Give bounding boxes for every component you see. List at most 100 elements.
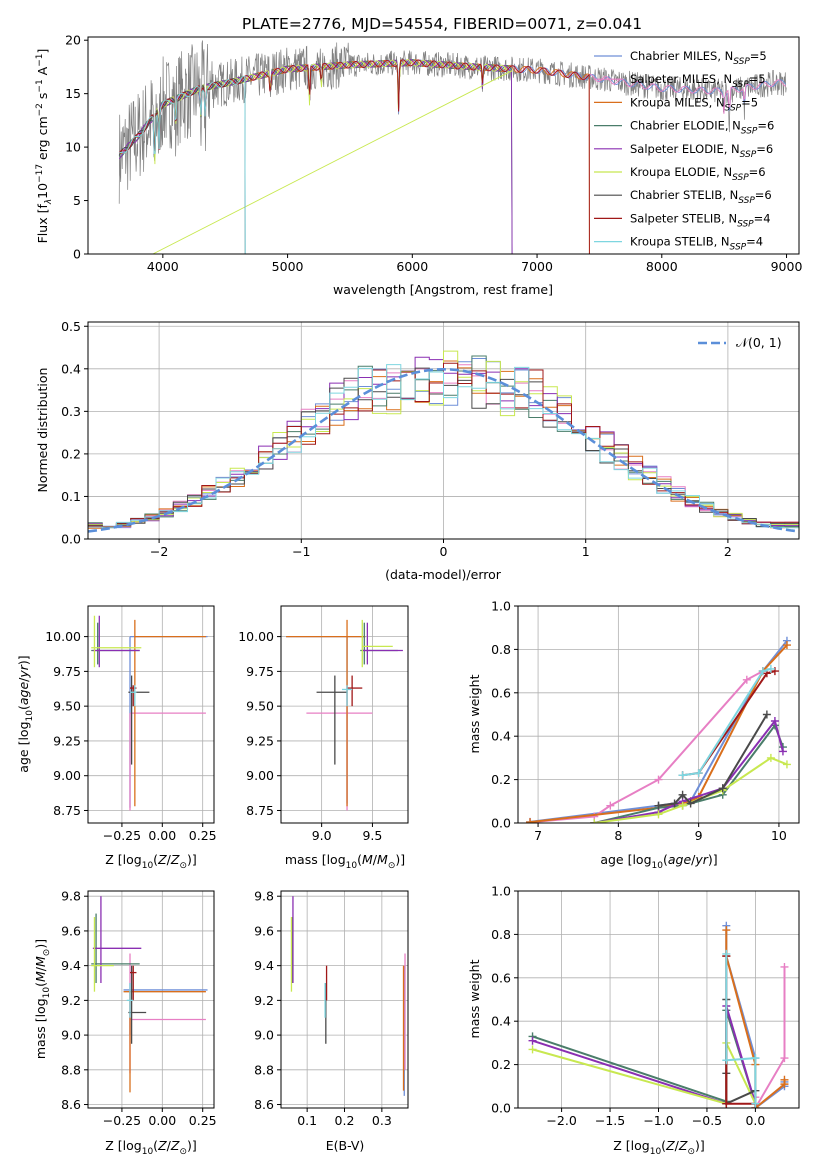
label-part: =4 xyxy=(746,235,763,249)
label-part: Salpeter ELODIE, N xyxy=(630,142,740,156)
label-part: ⊙ xyxy=(179,861,187,871)
series-marker xyxy=(742,675,751,684)
series-marker xyxy=(758,667,767,676)
label-part: A xyxy=(35,66,50,79)
legend-label: Chabrier ELODIE, NSSP=6 xyxy=(630,119,774,137)
model-spectrum-kroupa_stelib xyxy=(119,75,246,254)
y-tick-label: 10.00 xyxy=(238,629,274,644)
label-part: SSP xyxy=(732,80,749,90)
label-part: SSP xyxy=(741,127,758,137)
x-tick-label: 7 xyxy=(534,828,542,843)
series-marker xyxy=(686,799,695,808)
label-part: / xyxy=(675,1138,680,1153)
label-part: SSP xyxy=(725,103,742,113)
label-part: SSP xyxy=(738,196,755,206)
x-tick-label: 0.3 xyxy=(372,1113,392,1128)
label-part: age [log xyxy=(16,721,31,772)
x-tick-label: −0.5 xyxy=(692,1113,722,1128)
y-axis-label: mass weight xyxy=(467,674,482,753)
x-tick-label: 0.00 xyxy=(148,828,176,843)
y-axis-label: age [log10(age/yr)] xyxy=(16,655,35,772)
axes-frame xyxy=(87,36,800,255)
label-part: Z [log xyxy=(105,852,141,867)
label-part: −1 xyxy=(35,54,45,67)
plot-area xyxy=(518,891,799,1108)
normal-curve xyxy=(88,367,799,533)
label-part: =5 xyxy=(741,95,758,109)
panels: 4000 5000 6000 7000 8000 900005101520Chabrier… xyxy=(16,33,802,1157)
x-tick-label: 0.0 xyxy=(745,1113,765,1128)
y-tick-label: 0.2 xyxy=(491,772,511,787)
label-part: erg cm xyxy=(35,116,50,164)
model-spectrum-chabrier_stelib xyxy=(118,77,246,254)
label-part: Z [log xyxy=(105,1138,141,1153)
axes-frame xyxy=(280,605,409,824)
y-tick-label: 0.6 xyxy=(491,970,511,985)
label-part: mass [log xyxy=(33,998,48,1059)
label-part: ⊙ xyxy=(687,1147,695,1157)
label-part: Kroupa ELODIE, N xyxy=(630,165,732,179)
series-line xyxy=(725,953,757,1104)
series-marker xyxy=(526,818,535,823)
errorbar-salpeter_elodie xyxy=(362,622,403,665)
y-tick-label: 10.00 xyxy=(45,629,81,644)
label-part: Kroupa STELIB, N xyxy=(630,235,730,249)
y-axis-label: Flux [fλ10−17 erg cm−2 s−1 A−1] xyxy=(35,49,54,244)
y-tick-label: 8.8 xyxy=(61,1062,81,1077)
label-part: ⊙ xyxy=(179,1147,187,1157)
label-part: =4 xyxy=(754,211,771,225)
legend-label: Kroupa MILES, NSSP=5 xyxy=(630,95,758,113)
errorbar-kroupa_elodie xyxy=(91,917,114,992)
x-tick-label: 7000 xyxy=(521,259,553,274)
label-part: Z [log xyxy=(613,1138,649,1153)
series-line xyxy=(529,644,788,823)
label-part: )] xyxy=(187,1138,197,1153)
label-part: / xyxy=(691,852,696,867)
y-tick-label: 0.8 xyxy=(491,927,511,942)
y-tick-label: 0.6 xyxy=(491,685,511,700)
y-tick-label: 0.0 xyxy=(61,532,81,547)
label-part: Chabrier MILES, N xyxy=(630,49,733,63)
y-tick-label: 10 xyxy=(65,140,81,155)
y-tick-label: 9.25 xyxy=(246,733,274,748)
legend-entry-kroupa_stelib: Kroupa STELIB, NSSP=4 xyxy=(594,235,763,253)
x-tick-label: −2 xyxy=(150,544,168,559)
label-part: / xyxy=(167,1138,172,1153)
series-marker xyxy=(678,771,687,780)
label-part: ] xyxy=(35,49,50,54)
label-part: ( xyxy=(33,982,48,987)
legend-entry-chabrier_miles: Chabrier MILES, NSSP=5 xyxy=(594,49,767,67)
series-marker xyxy=(670,799,679,808)
label-part: ⊙ xyxy=(42,949,52,957)
series-kroupa_stelib xyxy=(722,949,760,1108)
label-part: 10 xyxy=(650,1147,662,1157)
panel-spectrum: 4000 5000 6000 7000 8000 9000 0 5 10 15 20 Chabrier… xyxy=(35,33,802,297)
x-tick-label: 4000 xyxy=(147,259,179,274)
series-marker xyxy=(782,641,791,650)
errorbar-kroupa_stelib xyxy=(126,983,134,1018)
label-part: M xyxy=(33,956,48,967)
label-part: −2 xyxy=(35,103,45,116)
label-part: Salpeter MILES, N xyxy=(630,72,732,86)
x-tick-label: 9.0 xyxy=(312,828,332,843)
series-marker xyxy=(770,667,779,676)
series-marker xyxy=(722,1056,731,1065)
label-part: 10 xyxy=(25,710,35,722)
x-axis-label: wavelength [Angstrom, rest frame] xyxy=(333,282,553,297)
legend-label: Chabrier MILES, NSSP=5 xyxy=(630,49,767,67)
series-marker xyxy=(780,1075,789,1084)
label-part: ( xyxy=(153,1138,158,1153)
legend-entry-salpeter_elodie: Salpeter ELODIE, NSSP=6 xyxy=(594,142,773,160)
errorbar-kroupa_miles xyxy=(286,619,366,807)
y-tick-label: 1.0 xyxy=(491,599,511,614)
label-part: / xyxy=(16,677,31,682)
label-part: ( xyxy=(663,852,668,867)
series-marker xyxy=(678,801,687,810)
y-tick-label: 0.2 xyxy=(491,1057,511,1072)
x-tick-label: −1.0 xyxy=(643,1113,673,1128)
series-marker xyxy=(780,1054,789,1063)
x-tick-label: 9000 xyxy=(771,259,803,274)
label-part: −17 xyxy=(35,164,45,183)
series-marker xyxy=(722,949,731,958)
